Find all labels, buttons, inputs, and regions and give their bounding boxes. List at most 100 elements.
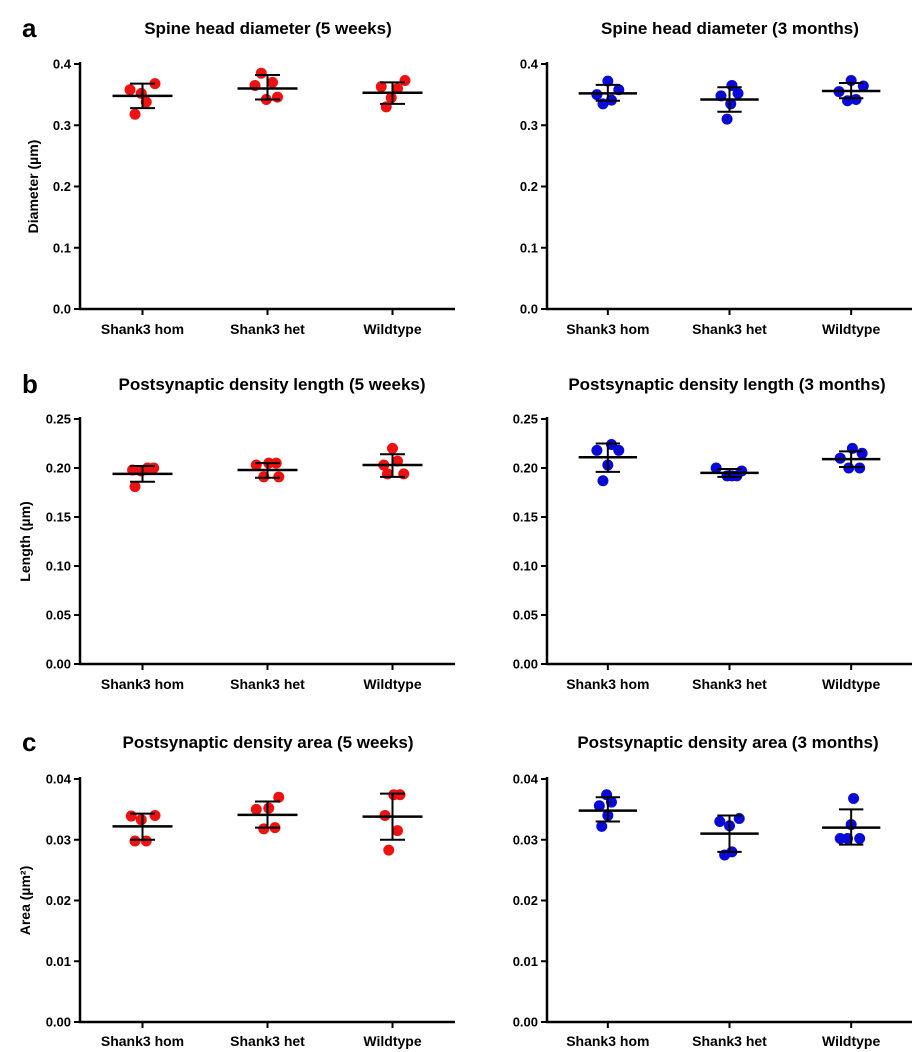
data-point	[375, 81, 387, 93]
y-tick-label: 0.2	[53, 179, 71, 194]
y-tick-label: 0.02	[513, 893, 538, 908]
data-point	[854, 833, 866, 845]
y-tick-label: 0.00	[513, 657, 538, 672]
y-tick-label: 0.20	[46, 461, 71, 476]
data-point	[129, 835, 141, 847]
y-axis-label: Area (µm²)	[17, 866, 33, 936]
x-tick-label: Shank3 het	[692, 676, 767, 692]
data-point	[596, 820, 608, 832]
x-tick-label: Shank3 het	[230, 1033, 305, 1049]
y-tick-label: 0.0	[520, 302, 538, 317]
y-tick-label: 0.0	[53, 302, 71, 317]
data-point	[129, 481, 141, 493]
x-tick-label: Shank3 hom	[101, 1033, 184, 1049]
y-tick-label: 0.3	[53, 118, 71, 133]
y-tick-label: 0.3	[520, 118, 538, 133]
panel-letter: c	[22, 727, 36, 757]
y-tick-label: 0.03	[513, 832, 538, 847]
y-axis-label: Length (µm)	[17, 501, 33, 581]
data-point	[124, 84, 136, 96]
data-point	[850, 94, 862, 106]
x-tick-label: Wildtype	[363, 676, 421, 692]
data-point	[721, 113, 733, 125]
data-point	[125, 810, 137, 822]
x-tick-label: Wildtype	[363, 1033, 421, 1049]
y-tick-label: 0.1	[520, 240, 538, 255]
x-tick-label: Shank3 hom	[101, 321, 184, 337]
data-point	[273, 791, 285, 803]
data-point	[385, 92, 397, 104]
y-tick-label: 0.4	[520, 57, 539, 72]
data-point	[148, 462, 160, 474]
data-point	[736, 465, 748, 477]
y-tick-label: 0.00	[46, 1015, 71, 1030]
y-tick-label: 0.20	[513, 461, 538, 476]
panel-letter: b	[22, 369, 38, 399]
x-tick-label: Shank3 hom	[566, 676, 649, 692]
data-point	[135, 814, 147, 826]
chart-title: Spine head diameter (5 weeks)	[144, 19, 392, 38]
data-point	[593, 800, 605, 812]
x-tick-label: Shank3 het	[692, 321, 767, 337]
data-point	[399, 75, 411, 87]
y-tick-label: 0.10	[46, 559, 71, 574]
chart-title: Postsynaptic density length (3 months)	[568, 375, 885, 394]
x-tick-label: Shank3 hom	[101, 676, 184, 692]
panel-letter: a	[22, 13, 37, 43]
x-tick-label: Wildtype	[822, 676, 880, 692]
chart-panel-5: Postsynaptic density area (3 months) 0.00…	[513, 733, 912, 1049]
y-tick-label: 0.15	[46, 510, 71, 525]
data-point	[710, 462, 722, 474]
y-tick-label: 0.03	[46, 832, 71, 847]
data-point	[267, 76, 278, 88]
data-point	[383, 844, 395, 856]
data-point	[848, 792, 860, 804]
data-point	[714, 816, 726, 828]
y-tick-label: 0.15	[513, 510, 538, 525]
data-point	[591, 444, 603, 456]
chart-title: Postsynaptic density area (3 months)	[577, 733, 878, 752]
y-axis-label: Diameter (µm)	[25, 140, 41, 234]
y-tick-label: 0.02	[46, 893, 71, 908]
data-point	[255, 67, 267, 79]
y-tick-label: 0.25	[513, 412, 538, 427]
chart-panel-4: c Postsynaptic density area (5 weeks) Area…	[17, 727, 455, 1049]
data-point	[725, 98, 737, 110]
x-tick-label: Wildtype	[822, 321, 880, 337]
y-tick-label: 0.01	[46, 954, 71, 969]
data-point	[732, 87, 744, 99]
y-tick-label: 0.05	[46, 608, 71, 623]
data-point	[387, 442, 398, 454]
chart-title: Spine head diameter (3 months)	[601, 19, 859, 38]
data-point	[856, 447, 868, 459]
x-tick-label: Wildtype	[822, 1033, 880, 1049]
y-tick-label: 0.10	[513, 559, 538, 574]
data-point	[597, 475, 609, 487]
chart-panel-3: Postsynaptic density length (3 months) 0.…	[513, 375, 912, 692]
data-point	[394, 789, 406, 801]
y-tick-label: 0.05	[513, 608, 538, 623]
y-tick-label: 0.00	[46, 657, 71, 672]
y-tick-label: 0.1	[53, 240, 71, 255]
data-point	[392, 83, 403, 94]
y-tick-label: 0.4	[53, 57, 72, 72]
x-tick-label: Shank3 het	[230, 321, 305, 337]
x-tick-label: Shank3 hom	[566, 321, 649, 337]
chart-panel-2: b Postsynaptic density length (5 weeks) Le…	[17, 369, 455, 692]
data-point	[250, 803, 262, 815]
data-point	[263, 802, 275, 814]
chart-panel-1: Spine head diameter (3 months) 0.0 0.1 0.2 0…	[520, 19, 912, 337]
y-tick-label: 0.00	[513, 1015, 538, 1030]
data-point	[613, 444, 625, 456]
chart-panel-0: a Spine head diameter (5 weeks) Diameter (…	[22, 13, 455, 337]
data-point	[392, 825, 403, 837]
x-tick-label: Wildtype	[363, 321, 421, 337]
x-tick-label: Shank3 hom	[566, 1033, 649, 1049]
x-tick-label: Shank3 het	[692, 1033, 767, 1049]
data-point	[129, 108, 141, 120]
data-point	[272, 91, 283, 103]
chart-title: Postsynaptic density area (5 weeks)	[122, 733, 413, 752]
y-tick-label: 0.04	[513, 772, 539, 787]
x-tick-label: Shank3 het	[230, 676, 305, 692]
